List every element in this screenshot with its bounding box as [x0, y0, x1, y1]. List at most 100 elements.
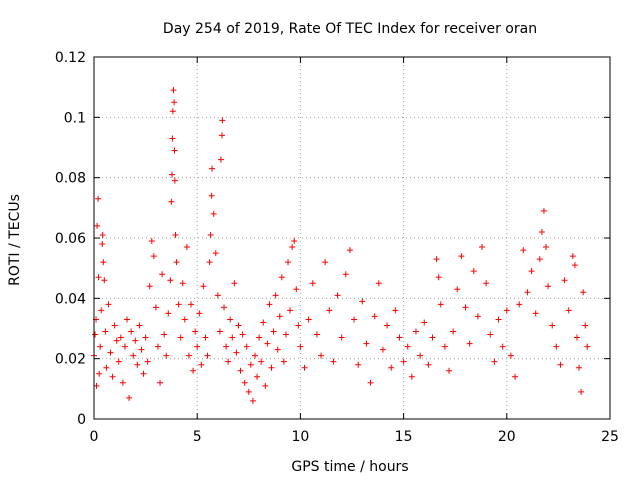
x-tick-label: 15 — [395, 429, 413, 445]
data-point — [260, 319, 267, 326]
data-point — [150, 253, 157, 260]
data-point — [102, 328, 109, 335]
y-tick-label: 0.08 — [55, 171, 86, 187]
x-tick-label: 25 — [601, 429, 619, 445]
data-point — [297, 343, 304, 350]
data-point — [584, 343, 591, 350]
data-point — [168, 198, 175, 205]
axis-ticks — [93, 56, 611, 420]
data-point — [243, 343, 250, 350]
data-point — [249, 397, 256, 404]
data-point — [258, 358, 265, 365]
data-point — [202, 334, 209, 341]
data-point — [157, 379, 164, 386]
data-point — [229, 334, 236, 341]
y-tick-label: 0 — [77, 412, 86, 428]
data-point — [92, 331, 99, 338]
data-point — [433, 256, 440, 263]
data-point — [516, 301, 523, 308]
data-point — [95, 195, 102, 202]
data-point — [543, 244, 550, 251]
data-point — [130, 352, 137, 359]
data-point — [536, 256, 543, 263]
y-tick-label: 0.06 — [55, 231, 86, 247]
data-point — [119, 379, 126, 386]
data-point — [161, 331, 168, 338]
data-point — [417, 352, 424, 359]
data-point — [264, 340, 271, 347]
data-point — [400, 358, 407, 365]
data-point — [256, 334, 263, 341]
data-point — [210, 210, 217, 217]
data-point — [235, 322, 242, 329]
data-point — [487, 331, 494, 338]
data-point — [188, 301, 195, 308]
data-point — [219, 117, 226, 124]
data-point — [172, 231, 179, 238]
data-point — [282, 331, 289, 338]
data-point — [159, 271, 166, 278]
data-point — [97, 343, 104, 350]
data-point — [557, 361, 564, 368]
data-point — [278, 274, 285, 281]
data-point — [330, 358, 337, 365]
data-point — [177, 334, 184, 341]
data-point — [134, 361, 141, 368]
data-point — [126, 394, 133, 401]
data-point — [105, 301, 112, 308]
data-point — [491, 358, 498, 365]
chart-title: Day 254 of 2019, Rate Of TEC Index for r… — [163, 21, 537, 37]
data-point — [266, 301, 273, 308]
data-point — [181, 316, 188, 323]
data-point — [578, 388, 585, 395]
data-point — [437, 301, 444, 308]
data-point — [163, 352, 170, 359]
data-point — [171, 147, 178, 154]
data-point — [421, 319, 428, 326]
data-point — [218, 132, 225, 139]
data-point — [115, 358, 122, 365]
y-tick-label: 0.04 — [55, 291, 86, 307]
data-point — [346, 247, 353, 254]
data-point — [326, 307, 333, 314]
data-point — [268, 364, 275, 371]
data-point — [334, 292, 341, 299]
y-tick-label: 0.1 — [64, 110, 86, 126]
data-point — [549, 322, 556, 329]
data-point — [287, 307, 294, 314]
data-point — [132, 337, 139, 344]
y-tick-label: 0.12 — [55, 50, 86, 66]
data-point — [169, 108, 176, 115]
data-point — [293, 286, 300, 293]
data-point — [140, 370, 147, 377]
data-point — [173, 259, 180, 266]
data-point — [241, 379, 248, 386]
data-point — [94, 222, 101, 229]
data-point — [309, 280, 316, 287]
data-point — [429, 334, 436, 341]
data-point — [99, 241, 106, 248]
data-point — [196, 310, 203, 317]
data-point — [165, 310, 172, 317]
data-point — [231, 280, 238, 287]
data-point — [190, 367, 197, 374]
data-point — [582, 322, 589, 329]
data-point — [532, 310, 539, 317]
data-point — [272, 292, 279, 299]
x-tick-label: 20 — [498, 429, 516, 445]
data-point — [524, 289, 531, 296]
grid-lines — [94, 57, 610, 419]
data-point — [171, 99, 178, 106]
data-point — [171, 177, 178, 184]
data-point — [169, 135, 176, 142]
data-point — [208, 192, 215, 199]
data-point — [101, 277, 108, 284]
data-point — [227, 316, 234, 323]
data-points — [91, 87, 591, 404]
data-point — [144, 358, 151, 365]
data-point — [396, 334, 403, 341]
data-point — [507, 352, 514, 359]
data-point — [214, 292, 221, 299]
